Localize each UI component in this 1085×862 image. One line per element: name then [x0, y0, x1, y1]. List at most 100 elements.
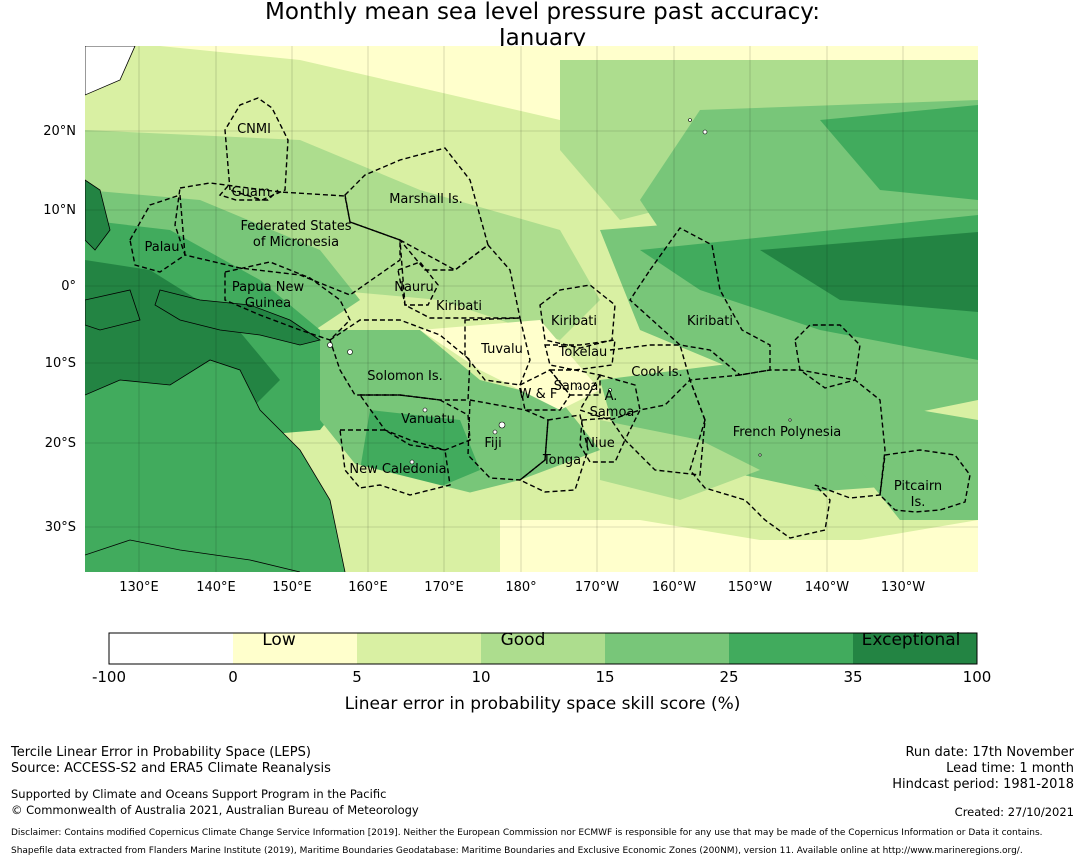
- lon-label-170w: 170°W: [574, 580, 620, 595]
- label-wallis-futuna: W & F: [519, 387, 558, 402]
- label-solomon: Solomon Is.: [367, 369, 443, 384]
- label-palau: Palau: [144, 240, 179, 255]
- lat-label-30s: 30°S: [44, 520, 76, 535]
- colorbar-category-low: Low: [262, 630, 296, 650]
- eez-cnmi: [224, 97, 289, 201]
- eez-palau: [129, 194, 186, 273]
- skill-low-south: [500, 520, 978, 572]
- colorbar-seg-0-5: [233, 633, 357, 664]
- eez-solomon: [329, 319, 471, 401]
- label-fsm-1: Federated States: [241, 219, 352, 234]
- footer-run-date: Run date: 17th November: [905, 745, 1074, 760]
- eez-boundaries: [129, 97, 971, 539]
- colorbar-label: Linear error in probability space skill …: [344, 694, 741, 714]
- eez-pitcairn: [879, 449, 971, 513]
- eez-french-polynesia: [689, 369, 886, 539]
- footer-source: Source: ACCESS-S2 and ERA5 Climate Reana…: [11, 761, 331, 776]
- lon-label-160w: 160°W: [651, 580, 697, 595]
- pacific-islands: [327, 118, 792, 465]
- lon-label-180: 180°: [505, 580, 537, 595]
- colorbar-category-exceptional: Exceptional: [861, 630, 961, 650]
- eez-kiribati-line: [629, 227, 771, 376]
- eez-vanuatu: [358, 394, 471, 451]
- graticule: [85, 46, 978, 572]
- eez-wallis-futuna: [519, 369, 571, 411]
- eez-png: [224, 261, 351, 341]
- eez-tuvalu: [464, 317, 531, 386]
- label-tokelau: Tokelau: [558, 345, 608, 360]
- eez-kiribati-gilbert: [399, 238, 521, 319]
- map-title-line1: Monthly mean sea level pressure past acc…: [265, 0, 820, 25]
- skill-good-southeast: [600, 420, 760, 500]
- footer-hindcast: Hindcast period: 1981-2018: [892, 777, 1074, 792]
- colorbar-tick-5: 5: [352, 668, 362, 686]
- skill-exceptional-east: [760, 232, 978, 312]
- asia-landmass: [85, 46, 136, 96]
- lon-label-130e: 130°E: [119, 580, 159, 595]
- eez-niue: [579, 417, 626, 463]
- label-american-a: A.: [605, 389, 618, 404]
- lon-label-170e: 170°E: [424, 580, 464, 595]
- eez-tonga: [518, 414, 589, 493]
- eez-nauru: [397, 261, 439, 306]
- eez-samoa: [548, 369, 601, 396]
- footer-support: Supported by Climate and Oceans Support …: [11, 787, 387, 801]
- colorbar-tick-25: 25: [719, 668, 739, 686]
- label-vanuatu: Vanuatu: [401, 412, 455, 427]
- label-nauru: Nauru: [394, 280, 434, 295]
- label-kiribati-west: Kiribati: [436, 299, 482, 314]
- label-kiribati-central: Kiribati: [551, 314, 597, 329]
- skill-mid-pitcairn: [860, 450, 978, 520]
- indonesia-islands: [85, 289, 141, 331]
- colorbar-tick-0: 0: [228, 668, 238, 686]
- footer-method: Tercile Linear Error in Probability Spac…: [11, 745, 311, 760]
- label-french-polynesia: French Polynesia: [733, 425, 842, 440]
- lon-label-150e: 150°E: [272, 580, 312, 595]
- label-png-2: Guinea: [245, 296, 291, 311]
- colorbar-tick-15: 15: [595, 668, 615, 686]
- skill-low-central: [420, 320, 600, 410]
- colorbar-seg-35-100: [853, 633, 977, 664]
- footer-copyright: © Commonwealth of Australia 2021, Austra…: [11, 803, 419, 817]
- colorbar-seg-neg: [109, 633, 233, 664]
- lat-label-20n: 20°N: [43, 124, 76, 139]
- lat-label-10s: 10°S: [44, 356, 76, 371]
- label-samoa: Samoa: [554, 379, 599, 394]
- label-pitcairn-2: Is.: [911, 495, 926, 510]
- label-marshall: Marshall Is.: [389, 192, 463, 207]
- colorbar-frame: [108, 632, 978, 665]
- label-tonga: Tonga: [542, 453, 581, 468]
- australia-coastline: [85, 359, 346, 572]
- label-niue: Niue: [585, 436, 615, 451]
- philippines-islands: [85, 179, 111, 251]
- label-guam: Guam: [232, 185, 271, 200]
- lon-label-140e: 140°E: [196, 580, 236, 595]
- eez-new-caledonia: [339, 429, 451, 496]
- footer-shapefile-credit: Shapefile data extracted from Flanders M…: [11, 846, 1023, 856]
- skill-high-northeast: [820, 105, 978, 200]
- eez-kiribati-phoenix: [539, 284, 616, 349]
- skill-good-west: [85, 130, 600, 340]
- eez-kiribati-south: [794, 324, 861, 389]
- eez-american-samoa: [578, 374, 641, 421]
- lon-label-160e: 160°E: [348, 580, 388, 595]
- colorbar-tick-neg100: -100: [91, 668, 127, 686]
- colorbar-seg-10-15: [481, 633, 605, 664]
- lat-label-0: 0°: [61, 279, 76, 294]
- lon-label-150w: 150°W: [727, 580, 773, 595]
- lat-label-20s: 20°S: [44, 436, 76, 451]
- label-fsm-2: of Micronesia: [253, 235, 339, 250]
- colorbar: [108, 632, 978, 665]
- label-kiribati-east: Kiribati: [687, 314, 733, 329]
- footer-disclaimer: Disclaimer: Contains modified Copernicus…: [11, 828, 1043, 838]
- map-figure: CNMI Guam Marshall Is. Federated States …: [85, 46, 978, 665]
- colorbar-tick-10: 10: [471, 668, 491, 686]
- lon-label-140w: 140°W: [804, 580, 850, 595]
- eez-tokelau: [544, 339, 616, 371]
- label-tuvalu: Tuvalu: [480, 342, 523, 357]
- label-png-1: Papua New: [232, 280, 305, 295]
- label-cnmi: CNMI: [237, 122, 271, 137]
- eez-cook: [609, 344, 706, 476]
- footer-lead-time: Lead time: 1 month: [946, 761, 1074, 776]
- lon-label-130w: 130°W: [880, 580, 926, 595]
